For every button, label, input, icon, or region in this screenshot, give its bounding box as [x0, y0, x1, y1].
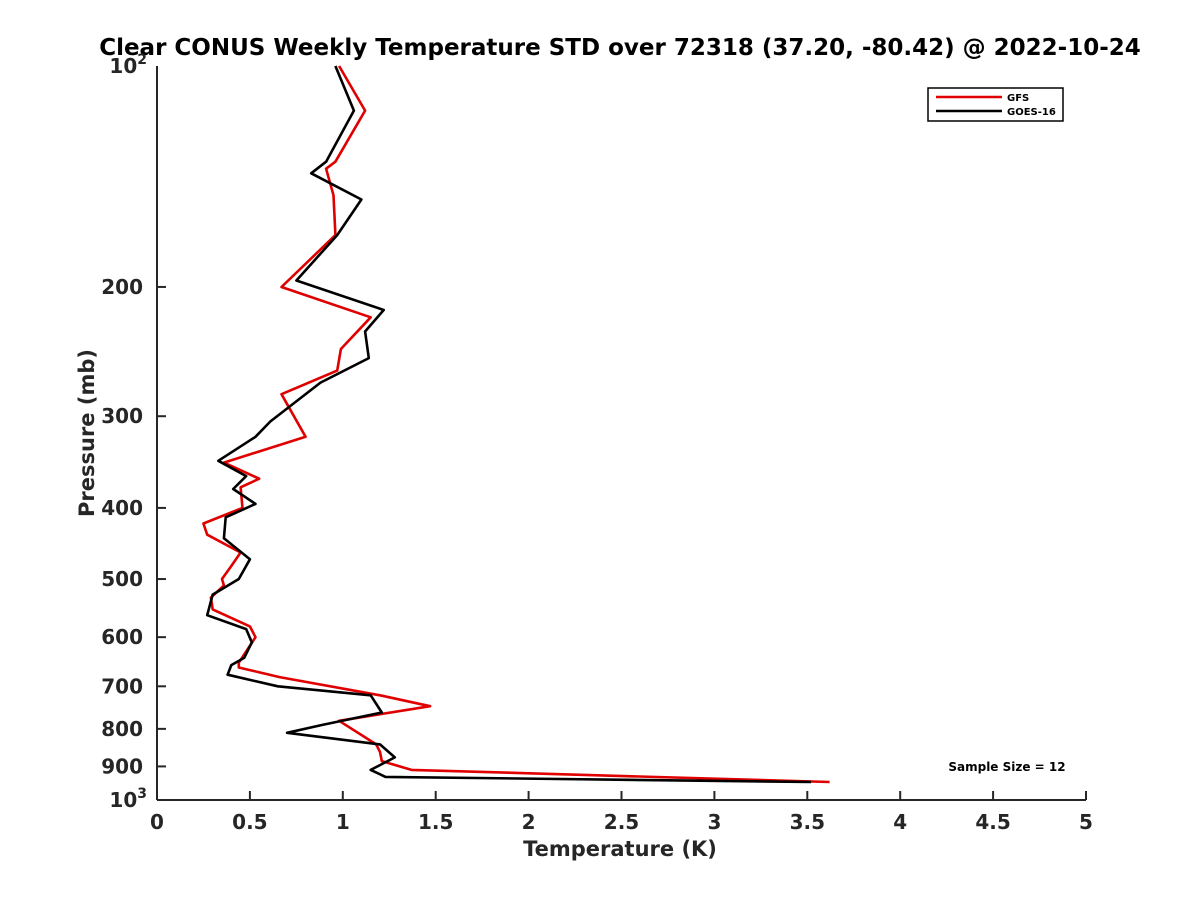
x-tick-label: 5 — [1079, 810, 1093, 834]
y-tick-label: 600 — [101, 625, 143, 649]
legend: GFS GOES-16 — [927, 87, 1064, 122]
x-axis-label: Temperature (K) — [523, 837, 717, 861]
x-tick-label: 3 — [707, 810, 721, 834]
sample-size-annotation: Sample Size = 12 — [948, 760, 1065, 774]
y-axis-label: Pressure (mb) — [75, 349, 99, 517]
y-tick-label: 700 — [101, 674, 143, 698]
x-tick-label: 0 — [150, 810, 164, 834]
y-tick-label-top: 102 — [109, 52, 147, 78]
series-line-gfs — [202, 65, 830, 784]
legend-box — [927, 87, 1064, 122]
x-tick-label: 1.5 — [418, 810, 453, 834]
y-ticks: 200 300 400 500 600 700 800 900 102 103 — [101, 52, 166, 812]
x-tick-label: 2.5 — [604, 810, 639, 834]
y-tick-label-bottom: 103 — [109, 786, 147, 812]
series-lines — [202, 65, 830, 784]
y-tick-label: 300 — [101, 404, 143, 428]
x-tick-label: 4.5 — [975, 810, 1010, 834]
x-tick-label: 3.5 — [790, 810, 825, 834]
y-tick-label: 900 — [101, 754, 143, 778]
y-tick-label: 800 — [101, 717, 143, 741]
series-line-goes16 — [205, 65, 812, 784]
x-tick-label: 1 — [336, 810, 350, 834]
y-tick-label: 400 — [101, 496, 143, 520]
x-tick-label: 0.5 — [232, 810, 267, 834]
x-ticks: 0 0.5 1 1.5 2 2.5 3 3.5 4 4.5 5 — [150, 791, 1093, 834]
legend-label-goes16: GOES-16 — [1007, 107, 1056, 118]
y-tick-label: 200 — [101, 275, 143, 299]
axes — [156, 66, 1086, 801]
y-tick-label: 500 — [101, 567, 143, 591]
x-tick-label: 4 — [893, 810, 907, 834]
legend-label-gfs: GFS — [1007, 93, 1029, 104]
x-tick-label: 2 — [522, 810, 536, 834]
chart-title: Clear CONUS Weekly Temperature STD over … — [99, 35, 1141, 61]
